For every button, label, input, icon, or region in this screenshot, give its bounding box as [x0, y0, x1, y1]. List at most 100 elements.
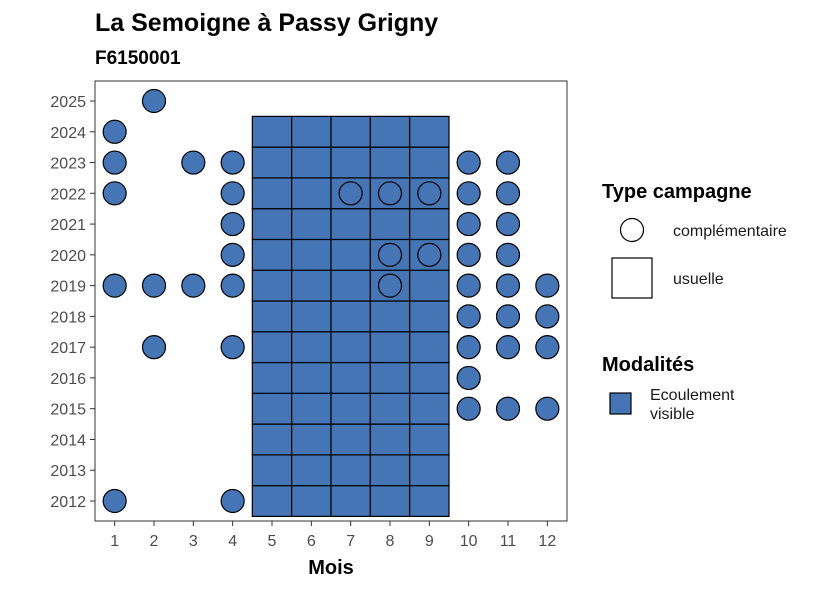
y-tick-label: 2017 — [50, 340, 86, 357]
usuelle-cell — [330, 454, 371, 487]
usuelle-cell — [251, 208, 293, 241]
complementaire-point — [495, 273, 521, 298]
usuelle-cell — [330, 146, 371, 179]
usuelle-cell — [330, 269, 371, 302]
complementaire-point — [377, 181, 403, 206]
usuelle-cell — [291, 269, 332, 302]
complementaire-point — [456, 181, 481, 206]
usuelle-cell — [369, 485, 411, 517]
usuelle-cell — [251, 392, 293, 425]
complementaire-point — [220, 273, 245, 298]
x-axis-title: Mois — [308, 557, 354, 579]
complementaire-point — [535, 335, 560, 360]
complementaire-point — [417, 181, 442, 206]
complementaire-point — [417, 242, 442, 267]
legend-complementaire-label: complémentaire — [673, 223, 787, 240]
usuelle-cell — [330, 361, 371, 394]
complementaire-point — [456, 150, 481, 175]
usuelle-cell — [251, 300, 293, 333]
complementaire-point — [456, 211, 481, 237]
complementaire-point — [495, 396, 521, 421]
complementaire-point — [495, 242, 521, 267]
y-tick-label: 2020 — [50, 248, 86, 265]
x-tick-label: 7 — [346, 533, 355, 550]
legend-square-key — [611, 257, 653, 299]
complementaire-point — [220, 335, 245, 360]
y-axis: 2012 2013 2014 2015 2016 2017 2018 2019 2020 2021… — [50, 94, 95, 511]
usuelle-cell — [251, 115, 293, 148]
x-tick-label: 6 — [307, 533, 316, 550]
complementaire-point — [456, 365, 481, 391]
y-tick-label: 2014 — [50, 432, 86, 449]
complementaire-point — [377, 242, 403, 267]
usuelle-cell — [409, 115, 450, 148]
legend-ecoulement-label: Ecoulement visible — [650, 387, 739, 423]
y-tick-label: 2022 — [50, 186, 86, 203]
x-tick-label: 8 — [386, 533, 395, 550]
usuelle-cell — [330, 331, 371, 364]
complementaire-point — [102, 273, 127, 298]
y-tick-label: 2025 — [50, 94, 86, 111]
usuelle-cell — [251, 146, 293, 179]
complementaire-circles — [102, 88, 560, 514]
complementaire-point — [338, 181, 363, 206]
complementaire-point — [141, 335, 167, 360]
complementaire-point — [535, 273, 560, 298]
usuelle-cell — [369, 423, 411, 456]
usuelle-cell — [369, 208, 411, 241]
usuelle-cell — [330, 208, 371, 241]
usuelle-cell — [291, 208, 332, 241]
usuelle-cell — [409, 146, 450, 179]
complementaire-point — [141, 88, 167, 114]
complementaire-point — [102, 488, 127, 514]
usuelle-cell — [251, 331, 293, 364]
y-tick-label: 2012 — [50, 494, 86, 511]
x-axis: 1 2 3 4 5 6 7 8 9 10 11 12 — [110, 521, 556, 550]
x-tick-label: 12 — [538, 533, 556, 550]
usuelle-cell — [369, 331, 411, 364]
usuelle-cell — [330, 300, 371, 333]
usuelle-cell — [291, 423, 332, 456]
usuelle-cell — [291, 146, 332, 179]
usuelle-cell — [251, 485, 293, 517]
usuelle-cell — [409, 423, 450, 456]
usuelle-cell — [409, 361, 450, 394]
usuelle-cell — [409, 208, 450, 241]
usuelle-cell — [291, 177, 332, 210]
legend-usuelle-label: usuelle — [673, 271, 724, 288]
complementaire-point — [220, 211, 245, 237]
usuelle-cell — [330, 392, 371, 425]
usuelle-cell — [251, 454, 293, 487]
usuelle-cell — [251, 423, 293, 456]
legend-ecoulement-key — [609, 392, 632, 415]
usuelle-cell — [409, 392, 450, 425]
x-tick-label: 11 — [500, 533, 517, 550]
usuelle-cell — [251, 269, 293, 302]
usuelle-cell — [291, 115, 332, 148]
usuelle-cell — [409, 454, 450, 487]
usuelle-cell — [369, 361, 411, 394]
usuelle-cell — [251, 238, 293, 271]
y-tick-label: 2021 — [50, 217, 86, 234]
complementaire-point — [495, 335, 521, 360]
legend-circle-key — [619, 217, 645, 243]
y-tick-label: 2018 — [50, 309, 86, 326]
complementaire-point — [102, 150, 127, 175]
complementaire-point — [456, 396, 481, 421]
usuelle-cell — [409, 331, 450, 364]
usuelle-cell — [369, 115, 411, 148]
x-tick-label: 5 — [268, 533, 277, 550]
complementaire-point — [535, 396, 560, 421]
usuelle-cell — [409, 269, 450, 302]
usuelle-cell — [330, 485, 371, 517]
x-tick-label: 3 — [189, 533, 198, 550]
complementaire-point — [535, 304, 560, 329]
complementaire-point — [456, 335, 481, 360]
usuelle-squares — [251, 115, 450, 517]
y-tick-label: 2019 — [50, 279, 86, 296]
y-tick-label: 2015 — [50, 402, 86, 419]
legend: Type campagne complémentaire usuelle Mod… — [602, 181, 787, 423]
complementaire-point — [495, 150, 521, 175]
complementaire-point — [495, 181, 521, 206]
